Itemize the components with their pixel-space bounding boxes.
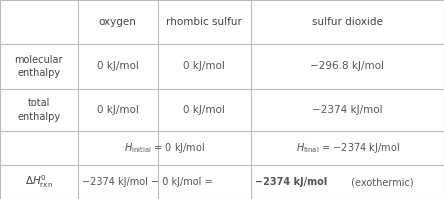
Text: $H_{\mathrm{initial}}$ = 0 kJ/mol: $H_{\mathrm{initial}}$ = 0 kJ/mol bbox=[124, 141, 205, 155]
Text: oxygen: oxygen bbox=[99, 17, 137, 27]
Text: −2374 kJ/mol: −2374 kJ/mol bbox=[312, 105, 383, 115]
Text: molecular
enthalpy: molecular enthalpy bbox=[15, 55, 63, 78]
Text: $\Delta H^0_{\mathrm{rxn}}$: $\Delta H^0_{\mathrm{rxn}}$ bbox=[25, 174, 53, 190]
Text: (exothermic): (exothermic) bbox=[348, 177, 413, 187]
Text: $H_{\mathrm{final}}$ = −2374 kJ/mol: $H_{\mathrm{final}}$ = −2374 kJ/mol bbox=[296, 141, 399, 155]
Text: rhombic sulfur: rhombic sulfur bbox=[166, 17, 242, 27]
Text: 0 kJ/mol: 0 kJ/mol bbox=[183, 61, 225, 71]
Text: 0 kJ/mol: 0 kJ/mol bbox=[97, 105, 139, 115]
Text: −296.8 kJ/mol: −296.8 kJ/mol bbox=[310, 61, 385, 71]
Text: −2374 kJ/mol: −2374 kJ/mol bbox=[255, 177, 327, 187]
Text: 0 kJ/mol: 0 kJ/mol bbox=[183, 105, 225, 115]
Text: −2374 kJ/mol − 0 kJ/mol =: −2374 kJ/mol − 0 kJ/mol = bbox=[82, 177, 216, 187]
Text: total
enthalpy: total enthalpy bbox=[17, 98, 60, 122]
Text: sulfur dioxide: sulfur dioxide bbox=[312, 17, 383, 27]
Text: 0 kJ/mol: 0 kJ/mol bbox=[97, 61, 139, 71]
